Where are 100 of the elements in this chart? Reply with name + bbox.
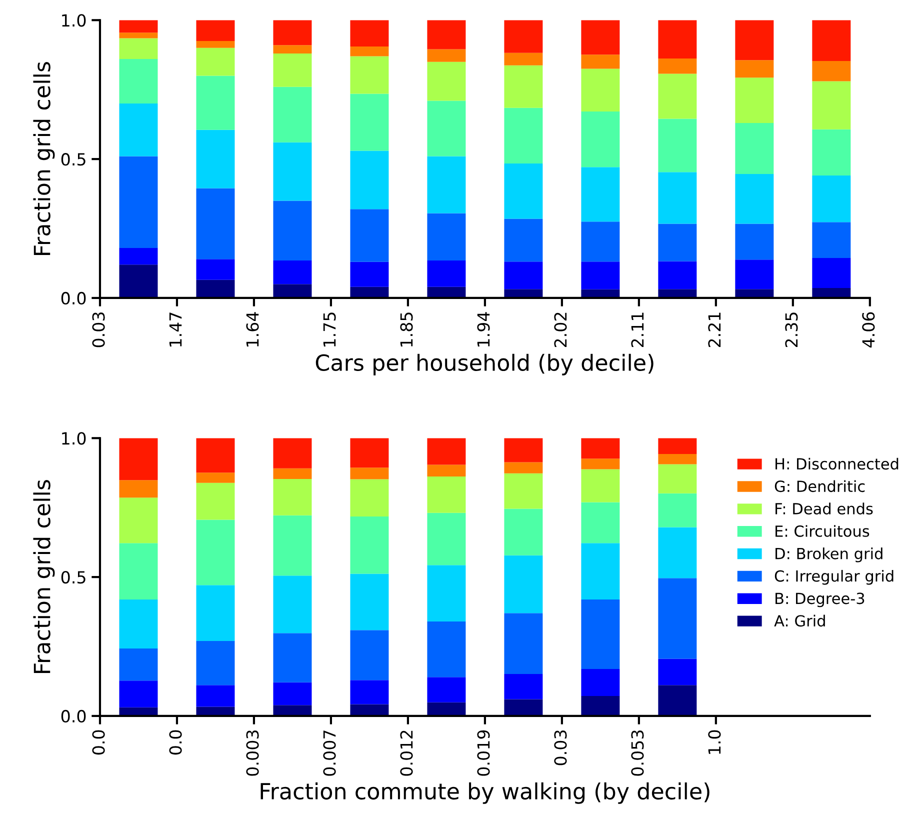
- bar: [581, 696, 620, 716]
- x-tick-label: 1.94: [477, 312, 490, 346]
- y-tick-label: 1.0: [62, 432, 86, 445]
- bar: [196, 520, 235, 586]
- bar: [735, 20, 774, 60]
- bar: [581, 543, 620, 600]
- bar: [504, 20, 543, 53]
- bar: [427, 20, 466, 50]
- x-tick-label: 2.35: [785, 312, 798, 348]
- bar: [119, 248, 158, 265]
- bar: [812, 222, 851, 258]
- bar: [196, 130, 235, 188]
- bar: [581, 222, 620, 262]
- bar: [581, 469, 620, 502]
- bar: [504, 52, 543, 66]
- bar: [658, 578, 697, 659]
- bar: [812, 288, 851, 298]
- bar: [581, 54, 620, 69]
- bar: [581, 68, 620, 112]
- bar: [812, 20, 851, 61]
- bar: [119, 600, 158, 648]
- bar: [119, 680, 158, 708]
- bar: [581, 438, 620, 459]
- legend-label: C: Irregular grid: [774, 570, 894, 585]
- bar: [427, 438, 466, 465]
- bar: [273, 260, 312, 284]
- bar: [812, 258, 851, 288]
- bar: [812, 175, 851, 222]
- bar: [504, 462, 543, 474]
- bar: [581, 112, 620, 168]
- bar: [350, 516, 389, 574]
- bar: [427, 62, 466, 101]
- x-tick-label: 2.21: [708, 312, 721, 348]
- bar: [196, 40, 235, 48]
- bar: [350, 468, 389, 480]
- bar: [427, 622, 466, 678]
- bar: [658, 438, 697, 454]
- bar: [119, 59, 158, 104]
- bar: [196, 472, 235, 483]
- bar: [273, 478, 312, 516]
- x-tick-label: 2.02: [554, 312, 567, 348]
- x-tick-label: 0.0: [92, 730, 105, 755]
- bar: [273, 705, 312, 716]
- bar: [273, 20, 312, 46]
- x-tick-label: 0.03: [554, 730, 567, 766]
- bar: [427, 565, 466, 622]
- bar: [658, 58, 697, 74]
- bar: [196, 20, 235, 41]
- bar: [504, 473, 543, 509]
- bar: [658, 20, 697, 58]
- y-tick-label: 1.0: [62, 14, 86, 27]
- y-tick-label: 0.0: [61, 292, 86, 305]
- bar: [273, 576, 312, 634]
- bar: [812, 81, 851, 130]
- bar: [196, 685, 235, 707]
- bar: [350, 479, 389, 516]
- legend-label: F: Dead ends: [776, 502, 873, 514]
- x-tick-label: 0.0: [169, 730, 182, 755]
- bar: [119, 32, 158, 38]
- bar: [350, 150, 389, 210]
- bar: [581, 262, 620, 290]
- bar: [196, 76, 235, 130]
- bar: [350, 438, 389, 468]
- bar: [504, 555, 543, 614]
- bar: [658, 493, 697, 528]
- bar: [812, 129, 851, 176]
- bar: [658, 74, 697, 119]
- bar: [119, 103, 158, 156]
- bar: [504, 262, 543, 290]
- bar: [735, 224, 774, 260]
- bar: [735, 122, 774, 174]
- bar: [196, 438, 235, 473]
- bar: [735, 174, 774, 224]
- bar: [119, 38, 158, 60]
- bar: [196, 482, 235, 520]
- x-axis-title: Fraction commute by walking (by decile): [260, 782, 710, 804]
- bar: [658, 289, 697, 298]
- bar: [273, 200, 312, 260]
- bar: [273, 438, 312, 468]
- bar: [658, 685, 697, 716]
- bar: [196, 585, 235, 641]
- legend-label: H: Disconnected: [776, 458, 898, 470]
- bar: [196, 640, 235, 686]
- bar: [196, 259, 235, 280]
- bar: [350, 46, 389, 56]
- bar: [273, 633, 312, 682]
- y-axis-title: Fraction grid cells: [33, 480, 55, 673]
- bar: [350, 680, 389, 704]
- bar: [658, 464, 697, 494]
- bar: [581, 669, 620, 696]
- bar: [658, 658, 697, 686]
- bar: [119, 20, 158, 33]
- x-tick-label: 0.03: [92, 312, 105, 348]
- x-tick-label: 1.64: [246, 312, 259, 346]
- legend-label: B: Degree-3: [776, 592, 864, 608]
- bar: [504, 438, 543, 462]
- bar: [427, 100, 466, 156]
- bar: [273, 284, 312, 298]
- bar: [350, 262, 389, 287]
- bar: [504, 218, 543, 262]
